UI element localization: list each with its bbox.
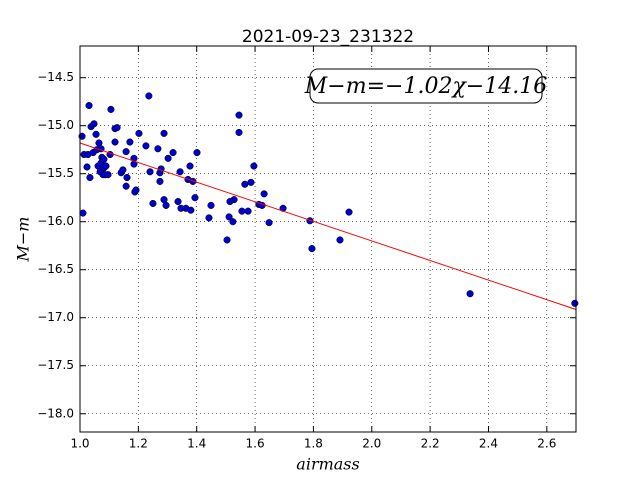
data-point <box>174 198 182 206</box>
data-point <box>207 201 215 209</box>
data-point <box>156 177 164 185</box>
data-point <box>187 206 195 214</box>
data-point <box>191 194 199 202</box>
data-point <box>104 171 112 179</box>
annotation: M−m=−1.02χ−14.16 <box>304 74 547 99</box>
x-axis-label: airmass <box>296 455 359 474</box>
data-point <box>466 290 474 298</box>
x-tick-label: 1.6 <box>246 437 265 451</box>
y-tick-label: −17.0 <box>37 310 74 324</box>
data-point <box>308 245 316 253</box>
data-point <box>90 120 98 128</box>
y-tick-label: −17.5 <box>37 358 74 372</box>
data-point <box>162 201 170 209</box>
data-point <box>111 138 119 146</box>
data-point <box>238 207 246 215</box>
y-axis-label: M−m <box>14 217 33 263</box>
data-point <box>154 145 162 153</box>
plot-area: 1.0 1.2 1.4 1.6 1.8 2.0 2.2 2.4 2.6 −14.5 −15.0 −15… <box>37 46 579 451</box>
x-tick-label: 2.0 <box>362 437 381 451</box>
annotation-box <box>309 68 543 104</box>
data-point <box>250 162 258 170</box>
data-point <box>230 196 238 204</box>
x-tick-label: 2.4 <box>479 437 498 451</box>
data-point <box>142 142 150 150</box>
data-point <box>265 219 273 227</box>
data-point <box>119 166 127 174</box>
data-point <box>126 138 134 146</box>
data-point <box>113 124 121 132</box>
data-point <box>244 207 252 215</box>
data-point <box>235 111 243 119</box>
chart-title: 2021-09-23_231322 <box>242 27 414 47</box>
x-tick-label: 1.2 <box>129 437 148 451</box>
data-point <box>100 155 108 163</box>
data-point <box>107 105 115 113</box>
data-point <box>160 129 168 137</box>
data-point <box>169 149 177 157</box>
y-tick-label: −15.0 <box>37 118 74 132</box>
data-point <box>164 154 172 162</box>
y-tick-label: −16.5 <box>37 262 74 276</box>
data-point <box>241 180 249 188</box>
y-tick-label: −15.5 <box>37 166 74 180</box>
data-point <box>85 101 93 110</box>
data-point <box>79 209 87 217</box>
data-point <box>145 92 153 100</box>
data-point <box>86 173 94 182</box>
y-tick-label: −16.0 <box>37 214 74 228</box>
data-point <box>122 182 130 190</box>
data-point <box>83 163 91 171</box>
data-point <box>345 208 353 216</box>
data-point <box>123 173 131 182</box>
data-point <box>122 148 130 156</box>
data-point <box>176 168 184 176</box>
fit-line <box>79 142 577 310</box>
x-tick-label: 2.2 <box>421 437 440 451</box>
x-tick-label: 1.0 <box>70 437 89 451</box>
data-point <box>235 128 243 136</box>
data-point <box>146 168 154 176</box>
data-point <box>92 130 100 138</box>
axes-frame <box>79 45 577 433</box>
data-point <box>223 236 231 244</box>
data-point <box>149 199 157 208</box>
data-point <box>229 218 237 226</box>
data-point <box>225 213 233 221</box>
data-point <box>336 236 344 244</box>
data-point <box>247 178 255 186</box>
x-tick-label: 1.4 <box>187 437 206 451</box>
data-point <box>186 162 194 170</box>
data-point <box>132 186 140 194</box>
x-tick-label: 2.6 <box>537 437 556 451</box>
data-point <box>135 129 143 137</box>
data-point <box>193 149 201 157</box>
y-tick-label: −14.5 <box>37 70 74 84</box>
x-tick-label: 1.8 <box>304 437 323 451</box>
y-tick-label: −18.0 <box>37 406 74 420</box>
data-point <box>205 214 213 222</box>
data-point <box>260 190 268 198</box>
data-point <box>571 299 579 307</box>
data-point <box>102 162 110 170</box>
